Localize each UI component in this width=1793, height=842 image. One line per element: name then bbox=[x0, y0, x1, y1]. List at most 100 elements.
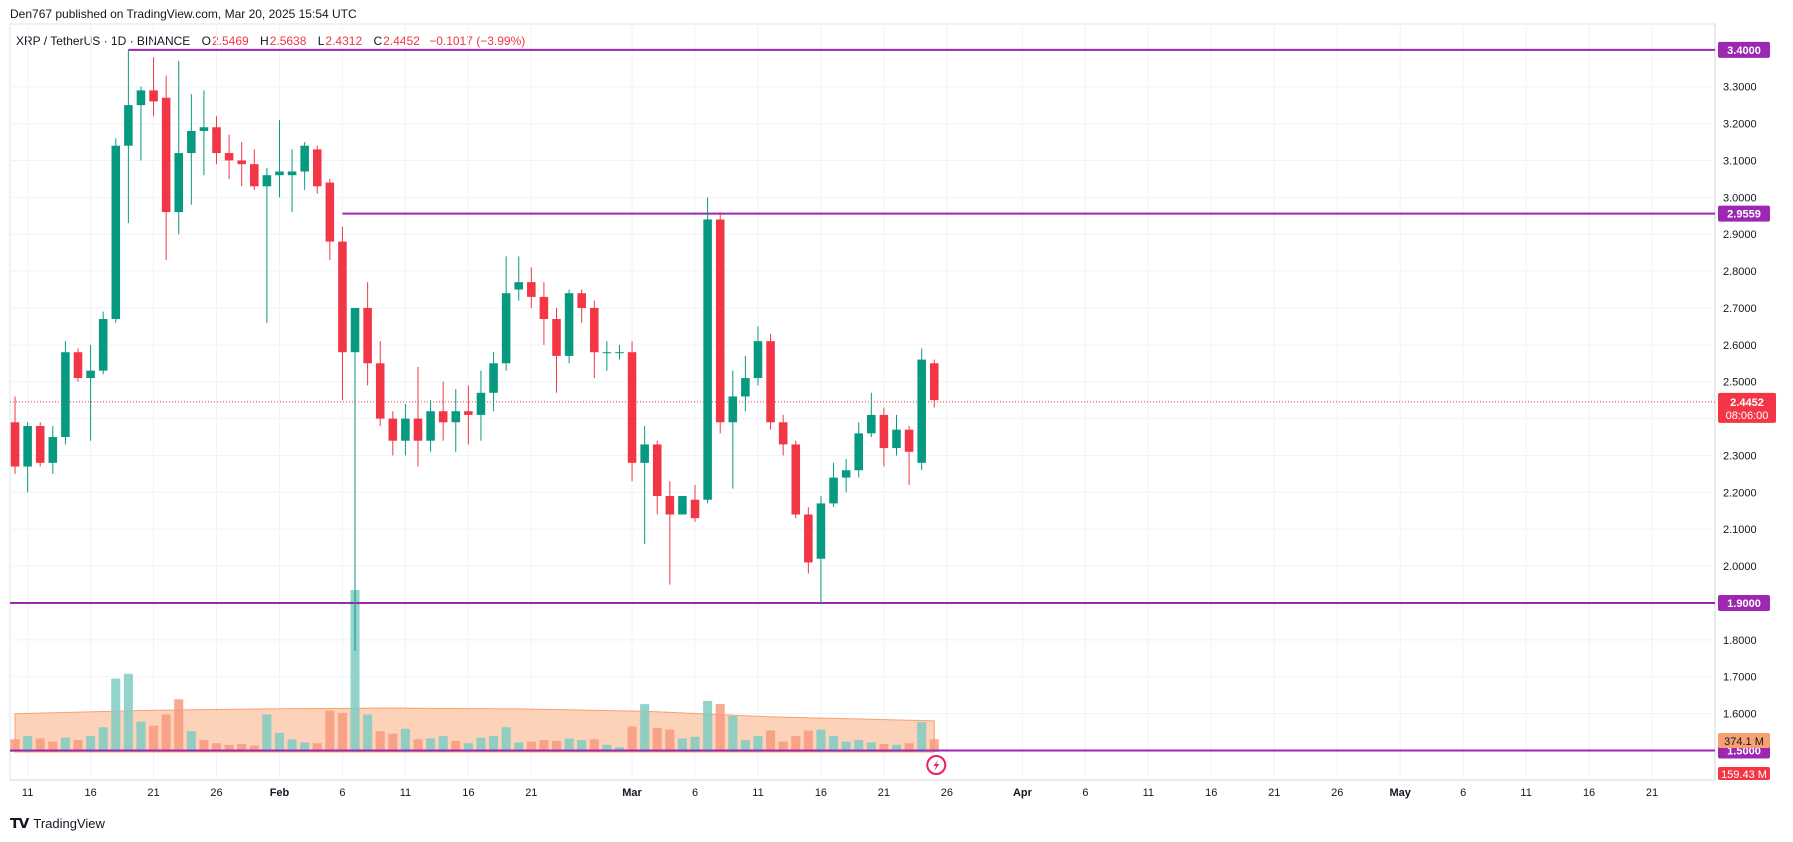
volume-bar bbox=[854, 740, 864, 752]
volume-bar bbox=[829, 736, 839, 752]
candle-body bbox=[665, 496, 675, 515]
volume-bar bbox=[426, 738, 436, 752]
x-tick-label: 21 bbox=[525, 787, 537, 799]
y-tick-label: 3.1000 bbox=[1723, 155, 1757, 167]
candle-body bbox=[224, 153, 234, 161]
legend-close-label: C bbox=[373, 34, 383, 48]
volume-bar bbox=[841, 741, 851, 752]
candle-body bbox=[539, 296, 549, 320]
candle-body bbox=[149, 90, 158, 102]
x-tick-label: 16 bbox=[84, 787, 96, 799]
candle-body bbox=[829, 477, 838, 504]
horizontal-levels[interactable] bbox=[10, 48, 1715, 752]
y-tick-label: 2.7000 bbox=[1723, 303, 1757, 315]
volume-bar bbox=[73, 740, 83, 752]
x-tick-label: 26 bbox=[1331, 787, 1343, 799]
candle-body bbox=[350, 307, 360, 353]
y-tick-label: 2.9000 bbox=[1723, 229, 1757, 241]
x-tick-label: 11 bbox=[1520, 787, 1531, 799]
volume-bar bbox=[526, 741, 536, 752]
candle-body bbox=[715, 219, 725, 423]
candle-body bbox=[212, 127, 221, 154]
candle-body bbox=[741, 378, 750, 397]
volume-bar bbox=[451, 740, 461, 752]
candle-body bbox=[426, 411, 435, 441]
candle-body bbox=[111, 145, 121, 320]
legend-open-value: 2.5469 bbox=[211, 34, 249, 48]
y-tick-label: 2.6000 bbox=[1723, 340, 1757, 352]
published-caption: Den767 published on TradingView.com, Mar… bbox=[10, 7, 357, 21]
candle-body bbox=[816, 503, 826, 559]
volume-bar bbox=[766, 730, 776, 752]
legend-symbol[interactable]: XRP / TetherUS · 1D · BINANCE bbox=[16, 34, 191, 48]
volume-bar bbox=[312, 743, 322, 752]
volume-bar bbox=[325, 710, 335, 752]
volume-bar bbox=[891, 744, 902, 752]
candle-body bbox=[791, 444, 801, 515]
level-badge-label: 1.5000 bbox=[1727, 745, 1761, 757]
volume-bar bbox=[300, 742, 310, 752]
volume-bar bbox=[35, 738, 45, 752]
x-tick-label: 16 bbox=[462, 787, 474, 799]
volume-bar bbox=[174, 699, 184, 752]
candle-body bbox=[917, 359, 926, 463]
x-tick-label: 11 bbox=[1143, 787, 1154, 799]
candle-body bbox=[338, 241, 347, 353]
candle-body bbox=[778, 422, 788, 445]
symbol-legend: XRP / TetherUS · 1D · BINANCE O2.5469 H2… bbox=[16, 34, 525, 48]
volume-bar bbox=[753, 736, 763, 752]
volume-bar bbox=[463, 743, 473, 752]
candle-body bbox=[61, 352, 70, 438]
x-tick-label: 26 bbox=[210, 787, 222, 799]
candle-body bbox=[35, 425, 45, 463]
volume-bar bbox=[211, 743, 222, 752]
candle-body bbox=[804, 514, 813, 563]
legend-close-value: 2.4452 bbox=[383, 34, 420, 48]
candle-body bbox=[363, 307, 372, 364]
x-tick-label: 11 bbox=[22, 787, 33, 799]
tradingview-logo-icon[interactable]: 𝗧𝗩 bbox=[10, 815, 29, 831]
candle-body bbox=[375, 363, 385, 419]
x-tick-label: Mar bbox=[622, 787, 642, 799]
x-tick-label: 21 bbox=[1646, 787, 1658, 799]
y-tick-label: 1.6000 bbox=[1723, 709, 1757, 721]
candle-body bbox=[577, 293, 586, 308]
candle-body bbox=[929, 363, 939, 401]
candle-body bbox=[464, 411, 473, 415]
footer-brand: TradingView bbox=[33, 816, 105, 831]
candle-body bbox=[23, 425, 32, 467]
x-tick-label: 16 bbox=[815, 787, 827, 799]
candle-body bbox=[602, 352, 612, 354]
x-tick-label: 11 bbox=[752, 787, 763, 799]
candle-body bbox=[187, 130, 196, 154]
volume-bar bbox=[237, 744, 247, 752]
volume-bar bbox=[866, 742, 876, 752]
candle-body bbox=[892, 429, 901, 449]
candle-body bbox=[489, 363, 498, 393]
volume-bar bbox=[728, 716, 738, 752]
volume-bar bbox=[564, 738, 574, 752]
volume-bar bbox=[917, 722, 927, 752]
x-tick-label: 21 bbox=[1268, 787, 1280, 799]
candle-body bbox=[124, 105, 133, 146]
level-badge bbox=[1718, 205, 1770, 222]
volume-bar bbox=[816, 729, 826, 752]
volume-bar bbox=[514, 742, 524, 752]
volume-bar bbox=[199, 740, 209, 752]
volume-pane bbox=[10, 590, 939, 753]
candle-body bbox=[590, 307, 599, 353]
x-tick-label: May bbox=[1389, 787, 1411, 799]
x-tick-label: 6 bbox=[1082, 787, 1088, 799]
volume-bar bbox=[350, 590, 360, 752]
level-badge bbox=[1718, 41, 1770, 58]
time-axis[interactable]: 11 16 21 26 Feb 6 11 16 21 Mar 6 11 16 21 26 Apr 6 11 16 21… bbox=[22, 787, 1658, 799]
legend-low-label: L bbox=[317, 34, 325, 48]
candle-body bbox=[199, 127, 209, 131]
volume-bar bbox=[249, 745, 259, 752]
level-badge bbox=[1718, 594, 1770, 611]
candle-body bbox=[841, 470, 851, 478]
candle-body bbox=[174, 153, 184, 213]
legend-high-value: 2.5638 bbox=[269, 34, 307, 48]
volume-bar bbox=[501, 727, 511, 752]
